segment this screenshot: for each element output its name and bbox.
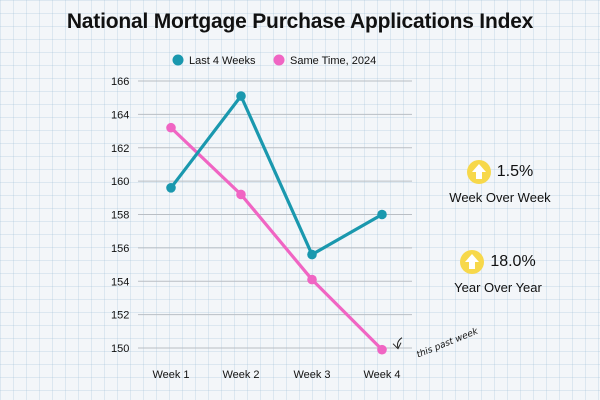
y-tick-label: 162 [111,143,129,155]
x-tick-label: Week 2 [222,369,259,381]
legend-label: Same Time, 2024 [290,55,376,67]
arrow-up-icon [460,250,485,274]
y-tick-label: 150 [111,343,129,355]
stat-label: Week Over Week [449,190,551,205]
x-tick-label: Week 4 [363,369,400,381]
arrow-up-icon [466,160,491,184]
x-tick-label: Week 3 [293,369,330,381]
data-point [377,209,387,220]
y-tick-label: 160 [111,176,129,188]
annotation-label: this past week [415,326,480,360]
data-point [236,189,246,200]
annotation-arrow-head [392,342,402,350]
y-tick-label: 158 [111,210,129,222]
data-point [307,274,317,285]
chart-title: National Mortgage Purchase Applications … [66,10,534,33]
y-tick-label: 152 [111,310,129,322]
y-tick-label: 154 [111,276,129,288]
y-tick-label: 156 [111,243,129,255]
stat-label: Year Over Year [454,280,542,295]
data-point [377,344,387,355]
annotation-arrow [397,337,403,348]
series-line [169,94,384,257]
legend-marker [273,54,285,66]
stat-week-over-week: 1.5% Week Over Week [430,160,570,205]
stat-year-over-year: 18.0% Year Over Year [428,250,568,295]
legend-marker [172,54,184,66]
stat-value: 1.5% [496,163,534,180]
series-line [169,126,384,352]
y-tick-label: 166 [111,76,129,88]
data-point [166,122,176,133]
data-point [236,91,246,101]
y-tick-label: 164 [111,109,129,121]
legend-label: Last 4 Weeks [189,55,256,67]
stat-value: 18.0% [490,253,536,270]
data-point [166,183,176,193]
data-point [307,249,317,260]
x-tick-label: Week 1 [152,369,189,381]
